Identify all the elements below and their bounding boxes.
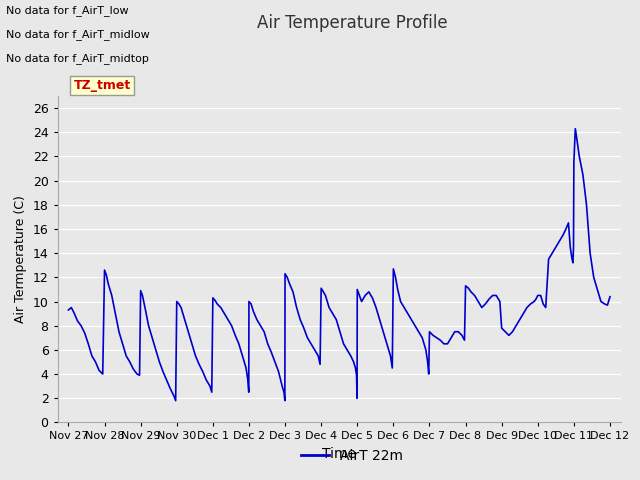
Text: No data for f_AirT_midtop: No data for f_AirT_midtop	[6, 53, 149, 64]
Text: TZ_tmet: TZ_tmet	[74, 79, 131, 92]
Y-axis label: Air Termperature (C): Air Termperature (C)	[14, 195, 27, 323]
Text: Air Temperature Profile: Air Temperature Profile	[257, 14, 447, 33]
Legend: AirT 22m: AirT 22m	[296, 443, 408, 468]
Text: No data for f_AirT_low: No data for f_AirT_low	[6, 5, 129, 16]
X-axis label: Time: Time	[322, 447, 356, 461]
Text: No data for f_AirT_midlow: No data for f_AirT_midlow	[6, 29, 150, 40]
